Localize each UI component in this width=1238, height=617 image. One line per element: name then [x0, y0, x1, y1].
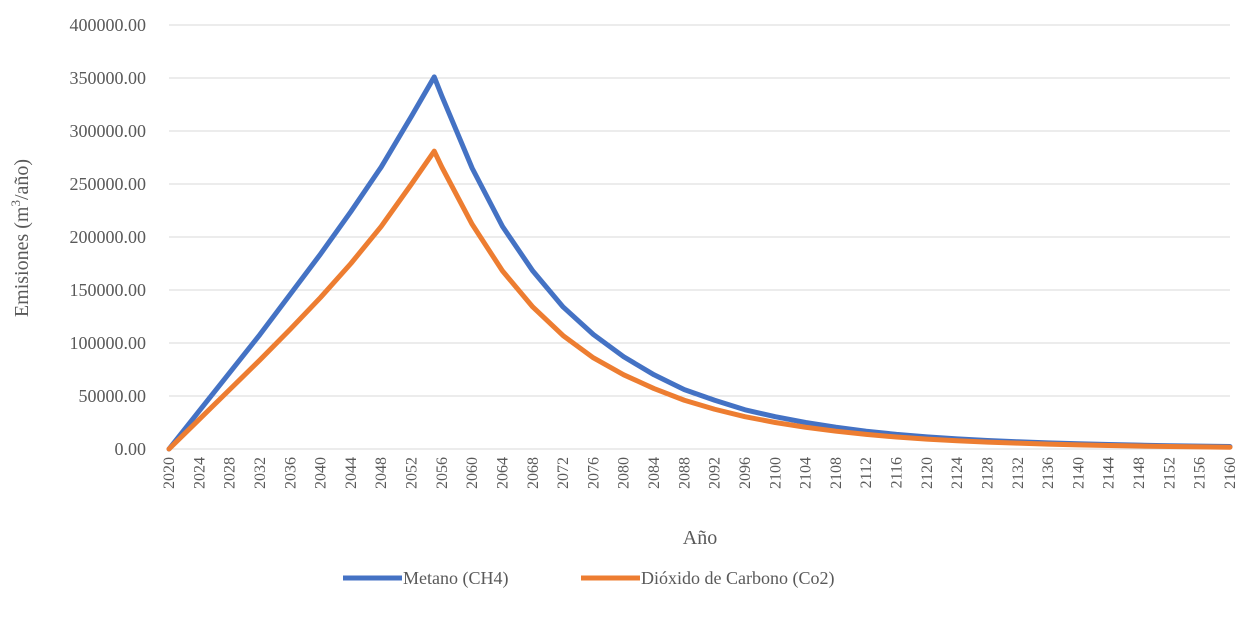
- gridlines: [169, 24, 1230, 450]
- y-axis-title: Emisiones (m3/año): [8, 159, 33, 317]
- series-lines: [166, 74, 1233, 452]
- y-axis-title-superscript: 3: [8, 200, 23, 207]
- x-tick-label: 2040: [313, 457, 330, 489]
- x-tick-label: 2112: [858, 457, 875, 488]
- x-tick-label: 2080: [616, 457, 633, 489]
- x-tick-label: 2032: [252, 457, 269, 489]
- legend: Metano (CH4) Dióxido de Carbono (Co2): [343, 568, 834, 589]
- x-tick-label: 2052: [404, 457, 421, 489]
- x-tick-label: 2072: [555, 457, 572, 489]
- y-tick-label: 50000.00: [79, 386, 147, 406]
- x-tick-label: 2128: [979, 457, 996, 489]
- x-tick-label: 2056: [434, 457, 451, 489]
- x-tick-label: 2036: [282, 457, 299, 489]
- x-tick-label: 2096: [737, 457, 754, 489]
- x-tick-label: 2160: [1222, 457, 1238, 489]
- x-tick-label: 2068: [525, 457, 542, 489]
- series-line-metano: [166, 74, 1233, 452]
- y-tick-label: 400000.00: [70, 15, 147, 35]
- x-tick-label: 2044: [343, 457, 360, 489]
- y-tick-label: 250000.00: [70, 174, 147, 194]
- x-tick-label: 2116: [889, 457, 906, 488]
- y-axis-title-tail: /año): [11, 159, 33, 200]
- x-tick-label: 2024: [191, 457, 208, 489]
- x-tick-label: 2060: [464, 457, 481, 489]
- x-tick-label: 2152: [1161, 457, 1178, 489]
- x-tick-label: 2120: [919, 457, 936, 489]
- x-tick-label: 2136: [1040, 457, 1057, 489]
- y-tick-label: 300000.00: [70, 121, 147, 141]
- y-axis-title-main: Emisiones (m: [11, 206, 33, 317]
- x-tick-label: 2104: [798, 457, 815, 489]
- x-axis-ticks: 2020 2024 2028 2032 2036 2040 2044 2048 2052 2056…: [161, 457, 1238, 489]
- y-axis-ticks: 0.00 50000.00 100000.00 150000.00 200000.00 2…: [70, 15, 147, 459]
- y-tick-label: 150000.00: [70, 280, 147, 300]
- x-tick-label: 2048: [373, 457, 390, 489]
- x-tick-label: 2148: [1131, 457, 1148, 489]
- y-tick-label: 0.00: [115, 439, 147, 459]
- x-axis-title: Año: [683, 527, 717, 549]
- x-tick-label: 2076: [585, 457, 602, 489]
- y-tick-label: 100000.00: [70, 333, 147, 353]
- y-tick-label: 350000.00: [70, 68, 147, 88]
- x-tick-label: 2088: [676, 457, 693, 489]
- x-tick-label: 2092: [707, 457, 724, 489]
- x-tick-label: 2140: [1070, 457, 1087, 489]
- legend-label-co2: Dióxido de Carbono (Co2): [641, 568, 834, 589]
- x-tick-label: 2132: [1010, 457, 1027, 489]
- series-line-co2: [166, 148, 1233, 452]
- x-tick-label: 2064: [494, 457, 511, 489]
- x-tick-label: 2084: [646, 457, 663, 489]
- x-tick-label: 2028: [222, 457, 239, 489]
- x-tick-label: 2124: [949, 457, 966, 489]
- x-tick-label: 2144: [1101, 457, 1118, 489]
- y-tick-label: 200000.00: [70, 227, 147, 247]
- legend-label-metano: Metano (CH4): [403, 568, 508, 589]
- x-tick-label: 2156: [1192, 457, 1209, 489]
- x-tick-label: 2020: [161, 457, 178, 489]
- x-tick-label: 2108: [828, 457, 845, 489]
- x-tick-label: 2100: [767, 457, 784, 489]
